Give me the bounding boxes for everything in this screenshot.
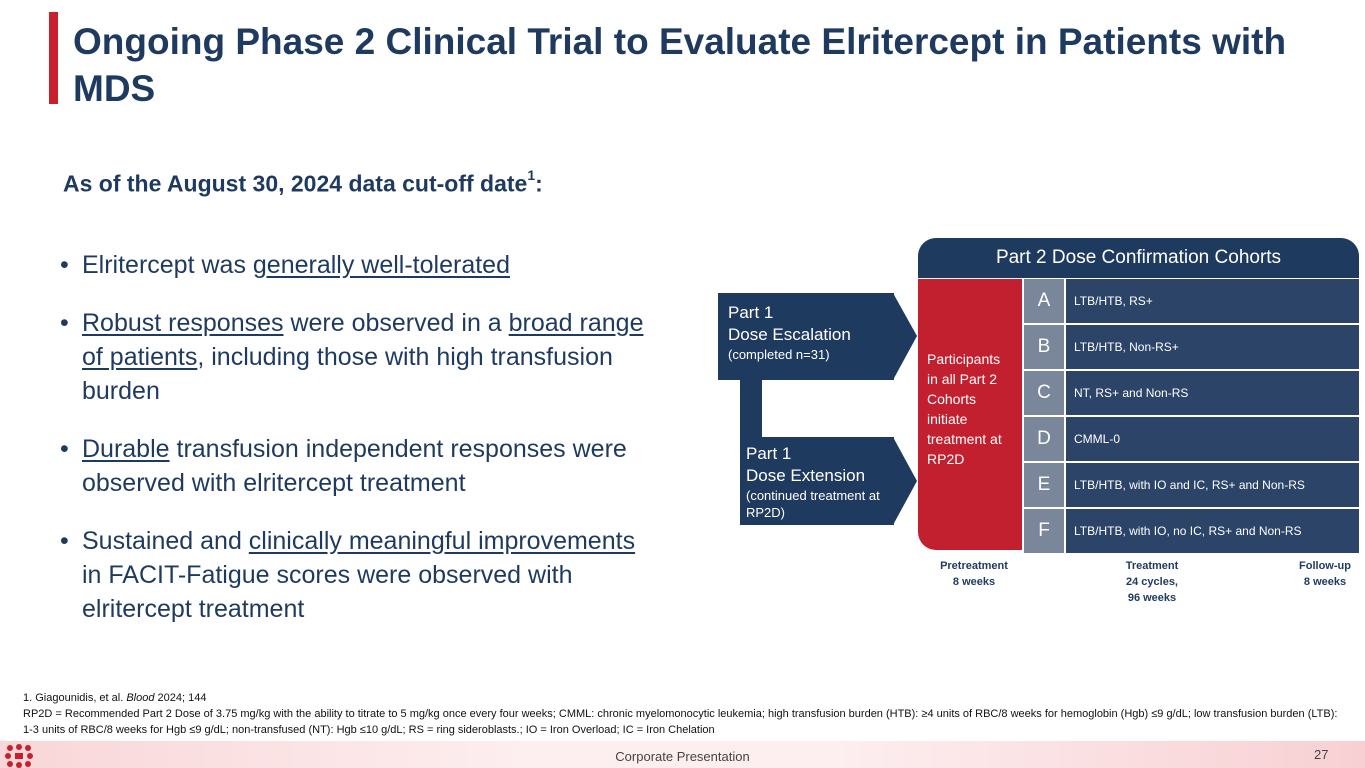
cohort-description: CMML-0 xyxy=(1066,417,1359,461)
phase-treatment: Treatment 24 cycles, 96 weeks xyxy=(1125,560,1179,604)
cohort-row: F LTB/HTB, with IO, no IC, RS+ and Non-RS xyxy=(1024,509,1359,553)
bullet-item: • Sustained and clinically meaningful imp… xyxy=(60,524,660,626)
cohort-description: LTB/HTB, RS+ xyxy=(1066,279,1359,323)
cohort-row: A LTB/HTB, RS+ xyxy=(1024,279,1359,323)
extension-arrow-icon xyxy=(893,437,917,525)
bullet-dot-icon: • xyxy=(60,435,69,463)
cohort-description: LTB/HTB, with IO and IC, RS+ and Non-RS xyxy=(1066,463,1359,507)
cohort-letter: B xyxy=(1024,325,1064,369)
cohort-letter: E xyxy=(1024,463,1064,507)
cohorts-header: Part 2 Dose Confirmation Cohorts xyxy=(918,238,1359,278)
title-accent-bar xyxy=(49,12,58,104)
cohort-letter: C xyxy=(1024,371,1064,415)
escalation-to-extension-connector xyxy=(740,379,762,439)
cohort-letter: A xyxy=(1024,279,1064,323)
section-subtitle: As of the August 30, 2024 data cut-off d… xyxy=(63,167,543,197)
bullet-item: • Robust responses were observed in a bro… xyxy=(60,306,660,408)
bullet-item: • Durable transfusion independent respons… xyxy=(60,432,660,500)
company-logo-icon xyxy=(5,744,33,768)
cohort-letter: D xyxy=(1024,417,1064,461)
footnotes: 1. Giagounidis, et al. Blood 2024; 144 R… xyxy=(23,690,1343,738)
footnote-ref: 1 xyxy=(527,167,536,183)
cohort-letter: F xyxy=(1024,509,1064,553)
bullet-list: • Elritercept was generally well-tolerate… xyxy=(60,248,660,650)
cohort-description: LTB/HTB, Non-RS+ xyxy=(1066,325,1359,369)
abbreviations-note: RP2D = Recommended Part 2 Dose of 3.75 m… xyxy=(23,708,1338,736)
phase-pretreatment: Pretreatment 8 weeks xyxy=(940,560,1008,588)
footer-band xyxy=(0,741,1365,768)
cohort-row: D CMML-0 xyxy=(1024,417,1359,461)
phase-follow-up: Follow-up 8 weeks xyxy=(1299,560,1351,588)
bullet-dot-icon: • xyxy=(60,309,69,337)
cohort-list: A LTB/HTB, RS+ B LTB/HTB, Non-RS+ C NT, RS+ a… xyxy=(1024,279,1359,555)
reference-note: 1. Giagounidis, et al. Blood 2024; 144 xyxy=(23,692,207,704)
cohort-row: C NT, RS+ and Non-RS xyxy=(1024,371,1359,415)
footer-label: Corporate Presentation xyxy=(615,749,750,764)
participants-box: Participants in all Part 2 Cohorts initi… xyxy=(918,279,1022,550)
escalation-arrow-icon xyxy=(893,293,917,380)
cohort-description: NT, RS+ and Non-RS xyxy=(1066,371,1359,415)
part1-dose-escalation-box: Part 1 Dose Escalation (completed n=31) xyxy=(718,293,894,380)
cohort-row: E LTB/HTB, with IO and IC, RS+ and Non-RS xyxy=(1024,463,1359,507)
bullet-dot-icon: • xyxy=(60,251,69,279)
bullet-item: • Elritercept was generally well-tolerate… xyxy=(60,248,660,282)
cohort-description: LTB/HTB, with IO, no IC, RS+ and Non-RS xyxy=(1066,509,1359,553)
cohort-row: B LTB/HTB, Non-RS+ xyxy=(1024,325,1359,369)
page-title: Ongoing Phase 2 Clinical Trial to Evalua… xyxy=(73,21,1287,109)
bullet-dot-icon: • xyxy=(60,527,69,555)
page-number: 27 xyxy=(1314,747,1329,762)
part1-dose-extension-box: Part 1 Dose Extension (continued treatme… xyxy=(740,437,894,525)
